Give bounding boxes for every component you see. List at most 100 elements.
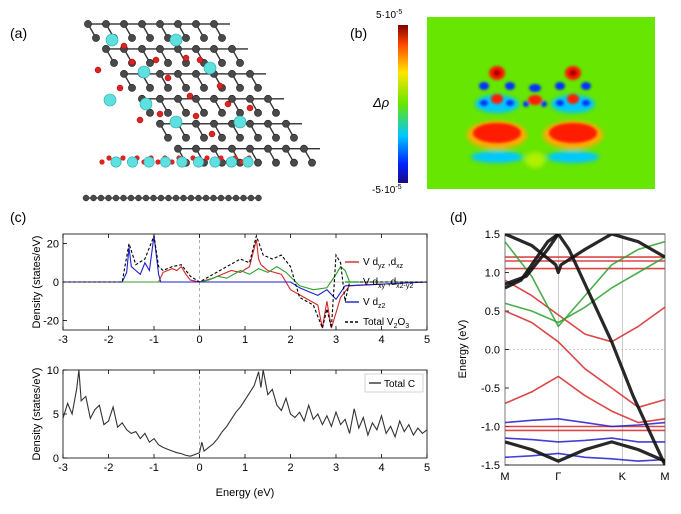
vanadium-atom: [127, 156, 139, 168]
y-axis-label: Density (states/eV): [31, 236, 43, 329]
carbon-atom: [247, 194, 255, 202]
density-lobe: [528, 95, 542, 105]
carbon-atom: [150, 194, 157, 202]
carbon-atom: [228, 94, 236, 103]
oxygen-atom: [120, 42, 128, 50]
carbon-atom: [156, 94, 164, 103]
y-axis-label: Density (states/eV): [31, 368, 43, 461]
density-lobe: [582, 100, 590, 106]
band-line: [505, 452, 665, 462]
series-line: [63, 233, 427, 330]
carbon-atom: [218, 34, 226, 42]
vanadium-atom: [169, 115, 183, 129]
carbon-atom: [282, 144, 290, 153]
carbon-atom: [254, 108, 262, 117]
legend-box: [364, 373, 424, 393]
oxygen-atom: [204, 155, 210, 161]
x-tick-label: 4: [378, 334, 384, 346]
band-line: [505, 240, 665, 328]
y-tick-label: 0: [53, 277, 59, 289]
series-line: [63, 239, 428, 329]
x-tick-label: 3: [333, 334, 339, 346]
band-line: [505, 279, 665, 343]
carbon-atom: [300, 144, 308, 153]
carbon-atom: [182, 83, 190, 92]
density-lobe: [523, 101, 529, 107]
x-tick-label: 4: [378, 462, 384, 474]
vanadium-atom: [233, 115, 247, 129]
density-lobe: [505, 82, 515, 90]
density-lobe: [480, 100, 488, 106]
x-tick-label: 5: [424, 462, 430, 474]
panel-label-b: (b): [350, 25, 367, 41]
carbon-atom: [105, 194, 112, 202]
carbon-atom: [120, 69, 128, 78]
oxygen-atom: [94, 66, 102, 74]
density-lobe: [506, 100, 514, 106]
carbon-atom: [255, 194, 262, 202]
vanadium-atom: [193, 156, 205, 168]
carbon-atom: [82, 194, 90, 202]
carbon-atom: [182, 34, 190, 42]
x-axis-label: Energy (eV): [216, 487, 275, 499]
x-tick-label: 0: [196, 462, 202, 474]
carbon-atom: [218, 59, 226, 67]
carbon-atom: [128, 34, 136, 42]
carbon-atom: [174, 20, 182, 28]
carbon-atom: [110, 59, 118, 67]
colorbar: [398, 25, 408, 183]
carbon-atom: [254, 158, 262, 167]
density-lobe: [479, 82, 489, 90]
carbon-atom: [210, 144, 218, 153]
band-line: [505, 234, 560, 290]
carbon-atom: [210, 119, 218, 128]
carbon-atom: [290, 158, 298, 167]
carbon-atom: [182, 133, 190, 142]
carbon-atom: [210, 194, 217, 202]
carbon-atom: [192, 144, 200, 153]
band-line: [505, 234, 665, 465]
y-tick-label: -0.5: [481, 383, 500, 395]
y-tick-label: 1.0: [485, 268, 500, 280]
carbon-atom: [102, 45, 110, 53]
density-lobe: [547, 151, 599, 163]
carbon-atom: [146, 108, 154, 117]
oxygen-atom: [196, 56, 204, 64]
density-lobe: [493, 69, 501, 77]
vanadium-atom: [160, 156, 172, 168]
oxygen-atom: [192, 112, 200, 120]
carbon-atom: [112, 194, 120, 202]
dos-carbon-chart: -3 -2 -1 0 1 2 3 4 5 10 5 0 Total C Energy (eV) Densit…: [31, 365, 430, 499]
carbon-atom: [272, 108, 280, 117]
carbon-atom: [218, 108, 226, 117]
x-tick-label: 0: [196, 334, 202, 346]
oxygen-atom: [186, 92, 194, 100]
carbon-atom: [282, 119, 290, 128]
carbon-atom: [156, 119, 164, 128]
x-tick-label: -3: [58, 334, 68, 346]
oxygen-atom: [128, 58, 136, 66]
y-tick-label: 5: [53, 409, 59, 421]
carbon-atom: [164, 108, 172, 117]
oxygen-atom: [224, 100, 232, 108]
carbon-atom: [127, 194, 135, 202]
oxygen-atom: [152, 56, 160, 64]
carbon-atom: [120, 20, 128, 28]
legend-entry: V dyz ,dxz: [363, 257, 404, 270]
carbon-atom: [172, 194, 180, 202]
carbon-atom: [254, 83, 262, 92]
oxygen-atom: [156, 110, 164, 118]
vanadium-atom: [105, 33, 119, 47]
carbon-atom: [228, 144, 236, 153]
series-line: [63, 235, 428, 301]
density-lobe: [555, 82, 565, 90]
density-lobe: [473, 123, 521, 143]
carbon-atom: [218, 133, 226, 142]
y-tick-label: 10: [47, 365, 59, 377]
carbon-atom: [135, 194, 142, 202]
oxygen-atom: [120, 155, 126, 161]
carbon-atom: [236, 59, 244, 67]
panel-label-d: (d): [450, 209, 467, 225]
colorbar-min-label: -5·10-5: [372, 184, 402, 196]
carbon-atom: [146, 59, 154, 67]
